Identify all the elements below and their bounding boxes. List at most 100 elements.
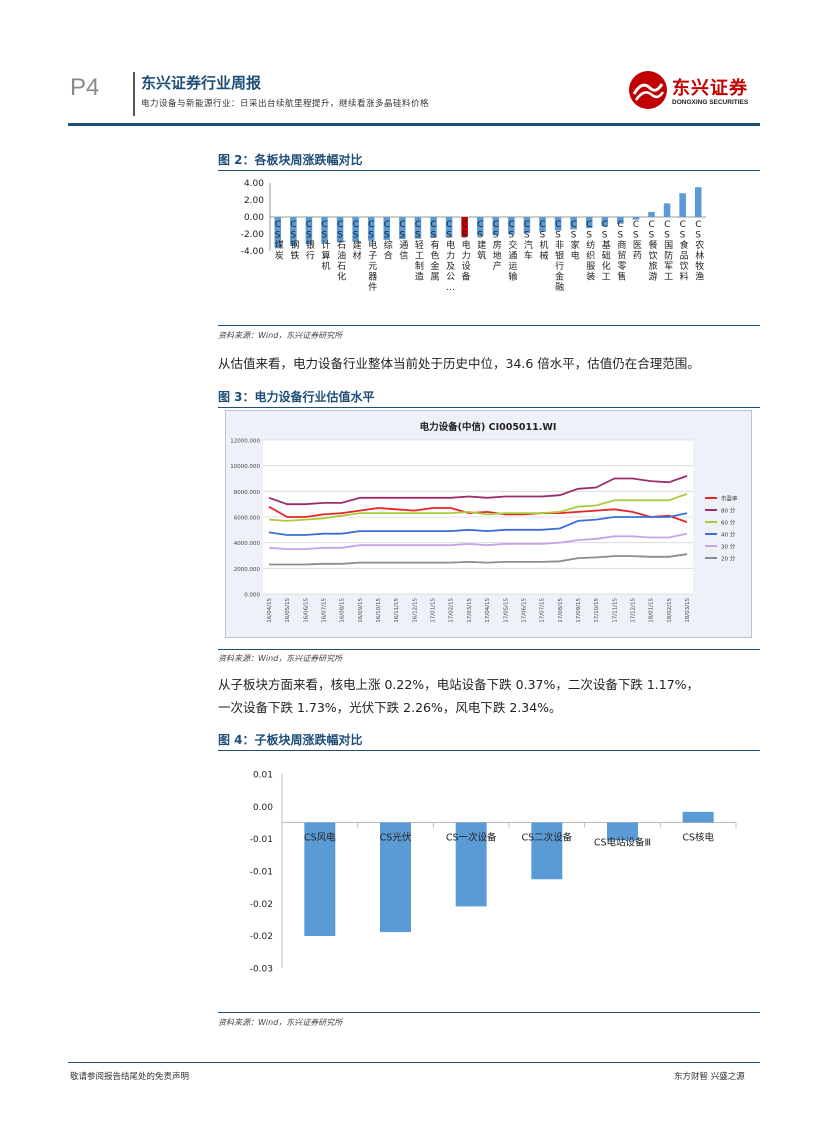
category-label: C S 建筑 xyxy=(477,220,486,262)
y-tick-label: 0.00 xyxy=(244,213,264,223)
category-label: C S 通信 xyxy=(399,220,408,262)
bar xyxy=(321,217,328,244)
y-tick-label: -0.01 xyxy=(250,835,273,845)
y-tick-label: 10000.000 xyxy=(230,464,260,470)
category-label: C S 钢铁 xyxy=(290,220,299,262)
x-tick-label: 17/08/15 xyxy=(558,598,564,623)
y-tick-label: 0.01 xyxy=(253,771,273,781)
series-line xyxy=(268,532,688,551)
legend-label: 60 分 xyxy=(721,519,736,527)
bar xyxy=(607,822,638,841)
category-label: CS光伏 xyxy=(380,832,412,844)
category-label: C S 房地产 xyxy=(493,220,502,272)
category-label: C S 综合 xyxy=(384,220,393,262)
y-tick-label: 2.00 xyxy=(244,196,264,206)
series-line xyxy=(268,475,688,506)
figure-4-source-rule xyxy=(218,1012,760,1013)
figure-3-source-rule xyxy=(218,649,760,650)
paragraph-subsector-line2: 一次设备下跌 1.73%，光伏下跌 2.26%，风电下跌 2.34%。 xyxy=(218,700,562,715)
company-logo-english: DONGXING SECURITIES xyxy=(672,99,749,106)
bar xyxy=(601,217,609,227)
category-label: C S 商贸零售 xyxy=(617,220,626,283)
figure-3-title: 图 3：电力设备行业估值水平 xyxy=(218,390,375,404)
category-label: C S 煤炭 xyxy=(275,220,284,262)
footer-slogan: 东方财智 兴盛之源 xyxy=(674,1072,745,1082)
y-tick-label: 6000.000 xyxy=(234,516,261,522)
y-tick-label: 12000.000 xyxy=(230,439,260,445)
category-label: C S 机械 xyxy=(540,220,549,262)
category-label: C S 基础化工 xyxy=(602,220,611,283)
x-tick-label: 18/03/15 xyxy=(685,598,691,623)
bar xyxy=(380,822,411,933)
bar xyxy=(383,217,391,240)
company-logo-text: 东兴证券 xyxy=(672,78,748,99)
x-tick-label: 17/07/15 xyxy=(540,598,546,623)
figure-4-title: 图 4：子板块周涨跌幅对比 xyxy=(218,733,363,747)
bar xyxy=(585,217,593,229)
bar xyxy=(617,217,624,224)
x-tick-label: 17/02/15 xyxy=(449,598,455,623)
category-label: CS核电 xyxy=(682,832,714,844)
x-tick-label: 18/01/15 xyxy=(649,598,655,623)
figure-4-source: 资料来源：Wind，东兴证券研究所 xyxy=(218,1018,343,1027)
x-tick-label: 16/09/15 xyxy=(358,598,364,623)
bar xyxy=(274,217,282,248)
bar xyxy=(682,811,714,823)
bar xyxy=(455,822,487,907)
bar xyxy=(352,217,359,242)
x-tick-label: 17/12/15 xyxy=(630,598,636,623)
category-label: C S 轻工制造 xyxy=(415,220,424,283)
x-tick-label: 17/10/15 xyxy=(594,598,600,623)
figure-3-rule xyxy=(218,407,760,408)
category-label: CS电站设备Ⅲ xyxy=(594,837,651,849)
y-tick-label: 0.000 xyxy=(244,593,260,599)
figure-2-source: 资料来源：Wind，东兴证券研究所 xyxy=(218,331,343,340)
category-label: C S 银行 xyxy=(306,220,315,262)
x-tick-label: 16/07/15 xyxy=(322,598,328,623)
y-tick-label: 4000.000 xyxy=(234,541,261,547)
page-number: P4 xyxy=(70,74,100,101)
x-tick-label: 17/09/15 xyxy=(576,598,582,623)
legend-label: 40 分 xyxy=(721,531,736,539)
y-tick-label: -2.00 xyxy=(241,230,265,240)
paragraph-subsector-line1: 从子板块方面来看，核电上涨 0.22%，电站设备下跌 0.37%，二次设备下跌 … xyxy=(218,677,700,692)
bar xyxy=(632,217,640,220)
category-label: C S 电子元器件 xyxy=(368,220,377,293)
y-tick-label: 4.00 xyxy=(244,179,264,189)
x-tick-label: 17/05/15 xyxy=(503,598,509,623)
category-label: C S 建材 xyxy=(353,220,362,262)
category-label: C S 纺织服装 xyxy=(586,220,595,283)
category-label: C S 农林牧渔 xyxy=(695,220,704,283)
category-label: C S 国防军工 xyxy=(664,220,673,283)
figure-2-rule xyxy=(218,170,760,171)
bar xyxy=(570,217,577,230)
bar xyxy=(523,217,531,234)
bar xyxy=(336,217,344,243)
valuation-line-chart: 电力设备(中信) CI005011.WI 12000.000 10000.000 80… xyxy=(225,410,752,638)
bar xyxy=(445,217,453,238)
x-tick-label: 16/05/15 xyxy=(285,598,291,623)
bar xyxy=(461,217,468,237)
category-label: CS二次设备 xyxy=(521,832,572,844)
y-tick-label: 8000.000 xyxy=(234,490,261,496)
header-rule xyxy=(68,123,760,126)
x-tick-label: 17/01/15 xyxy=(431,598,437,623)
bar xyxy=(539,217,546,232)
x-tick-label: 17/06/15 xyxy=(521,598,527,623)
bar xyxy=(531,822,563,880)
bar xyxy=(305,217,313,245)
series-line xyxy=(268,512,688,536)
category-label: C S 医药 xyxy=(633,220,642,262)
category-label: C S 食品饮料 xyxy=(680,220,689,283)
category-label: C S 有色金属 xyxy=(431,220,440,283)
bar xyxy=(414,217,422,239)
bar xyxy=(476,217,484,237)
bar xyxy=(663,203,671,217)
legend-label: 80 分 xyxy=(721,507,736,515)
chart-title: 电力设备(中信) CI005011.WI xyxy=(420,421,557,433)
category-label: C S 计算机 xyxy=(322,220,331,272)
x-tick-label: 17/03/15 xyxy=(467,598,473,623)
category-label: C S 餐饮旅游 xyxy=(649,220,658,283)
subsector-weekly-change-chart: 0.01 0.00 -0.01 -0.01 -0.02 -0.02 -0.03 CS风电 CS光… xyxy=(250,771,737,975)
figure-2-source-rule xyxy=(218,325,760,326)
